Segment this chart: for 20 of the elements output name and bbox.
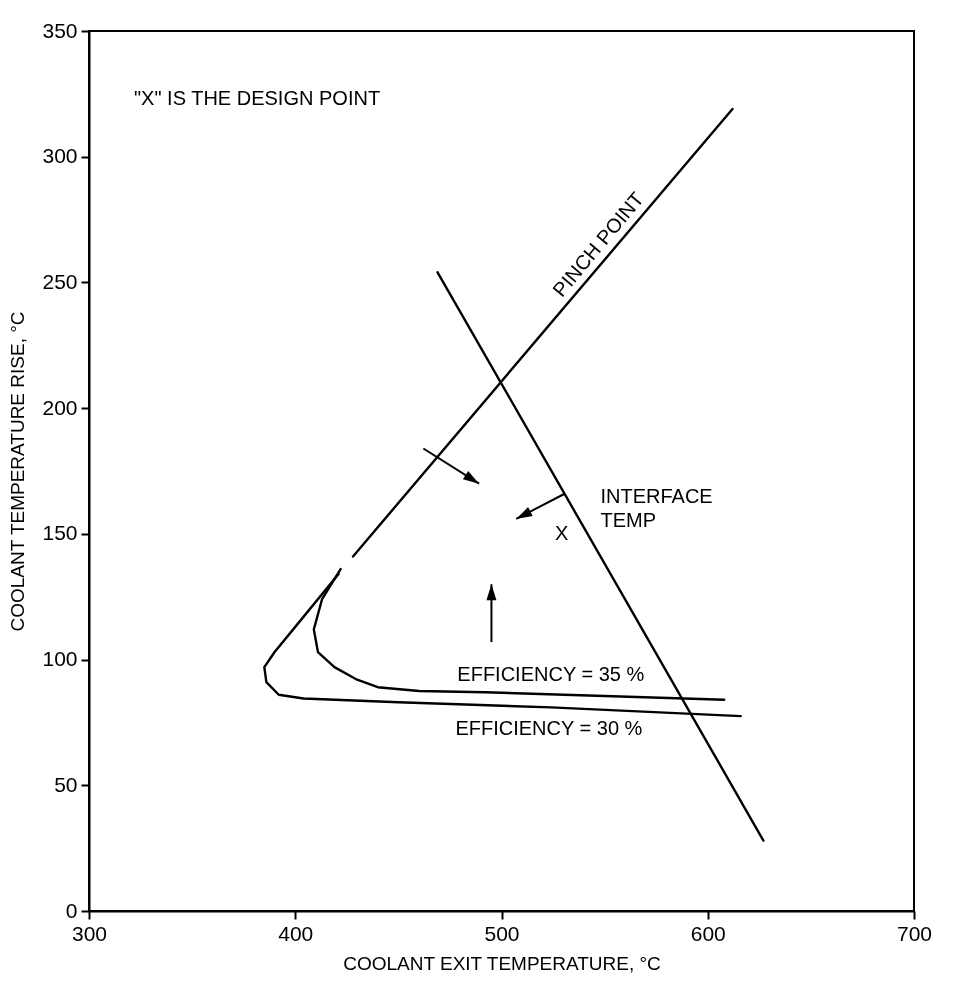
x-tick-label: 500 — [484, 921, 520, 945]
x-tick-label: 600 — [690, 921, 726, 945]
x-tick-label: 300 — [71, 921, 108, 945]
annotation: "X" IS THE DESIGN POINT — [134, 87, 381, 109]
annotation: X — [555, 522, 569, 544]
y-tick-label: 200 — [42, 395, 78, 419]
y-tick-label: 150 — [42, 521, 78, 545]
y-tick-label: 300 — [42, 144, 78, 168]
y-axis-title: COOLANT TEMPERATURE RISE, °C — [7, 311, 29, 632]
x-tick-label: 700 — [896, 921, 933, 945]
y-tick-label: 100 — [42, 647, 78, 671]
series-label: EFFICIENCY = 30 % — [455, 717, 643, 740]
y-tick-label: 50 — [54, 772, 78, 796]
x-tick-label: 400 — [278, 921, 314, 945]
y-tick-label: 250 — [42, 269, 78, 293]
legend-label: INTERFACE TEMP — [600, 485, 713, 532]
y-tick-label: 350 — [42, 18, 78, 42]
x-axis-title: COOLANT EXIT TEMPERATURE, °C — [343, 952, 661, 974]
y-tick-label: 0 — [65, 898, 78, 922]
series-label: EFFICIENCY = 35 % — [457, 662, 645, 685]
